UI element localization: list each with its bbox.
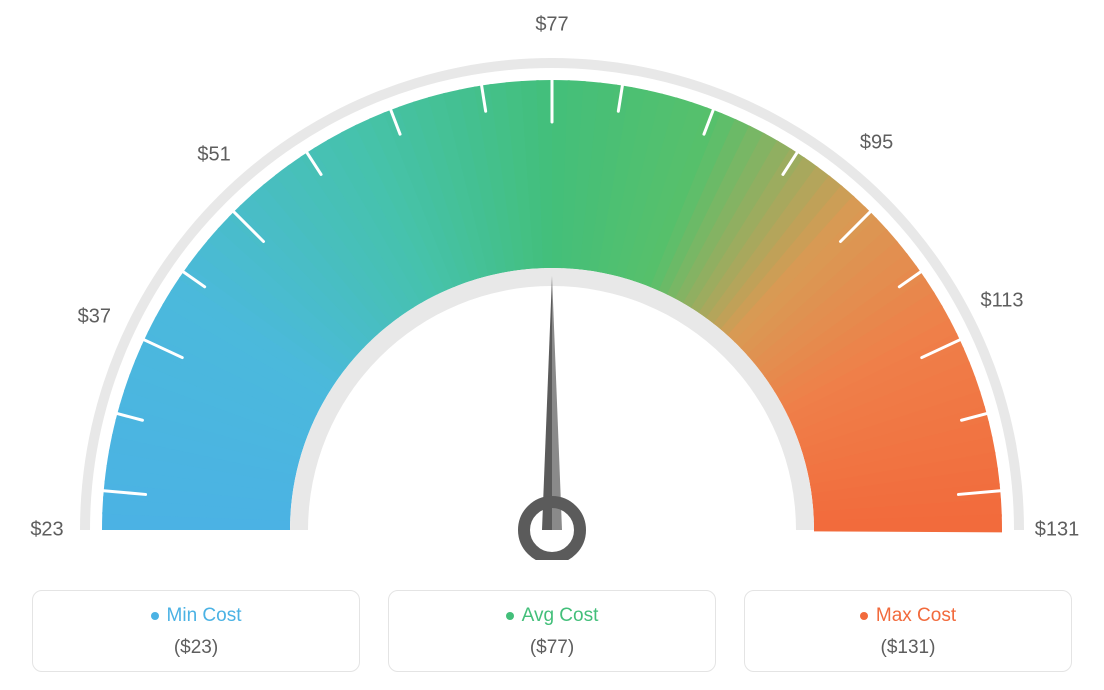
legend-label-max: Max Cost [876, 605, 956, 627]
legend-card-max: Max Cost ($131) [744, 590, 1072, 672]
legend-label-avg: Avg Cost [522, 605, 599, 627]
legend-dot-min-icon [151, 612, 159, 620]
legend-title-max: Max Cost [860, 605, 956, 627]
legend-label-min: Min Cost [167, 605, 242, 627]
legend-value-max: ($131) [755, 637, 1061, 659]
legend-title-min: Min Cost [151, 605, 242, 627]
legend-card-avg: Avg Cost ($77) [388, 590, 716, 672]
gauge-tick-label: $77 [535, 14, 568, 37]
gauge-tick-label: $95 [860, 132, 893, 155]
gauge-tick-label: $131 [1035, 519, 1080, 542]
gauge-svg [0, 0, 1104, 560]
legend-row: Min Cost ($23) Avg Cost ($77) Max Cost (… [32, 590, 1072, 672]
legend-value-avg: ($77) [399, 637, 705, 659]
gauge-tick-label: $51 [197, 143, 230, 166]
gauge-tick-label: $23 [30, 519, 63, 542]
gauge-tick-label: $37 [78, 305, 111, 328]
legend-title-avg: Avg Cost [506, 605, 599, 627]
legend-card-min: Min Cost ($23) [32, 590, 360, 672]
gauge-tick-label: $113 [980, 289, 1023, 312]
legend-value-min: ($23) [43, 637, 349, 659]
legend-dot-max-icon [860, 612, 868, 620]
legend-dot-avg-icon [506, 612, 514, 620]
gauge-chart: $23 $37 $51 $77 $95 $113 $131 [0, 0, 1104, 560]
